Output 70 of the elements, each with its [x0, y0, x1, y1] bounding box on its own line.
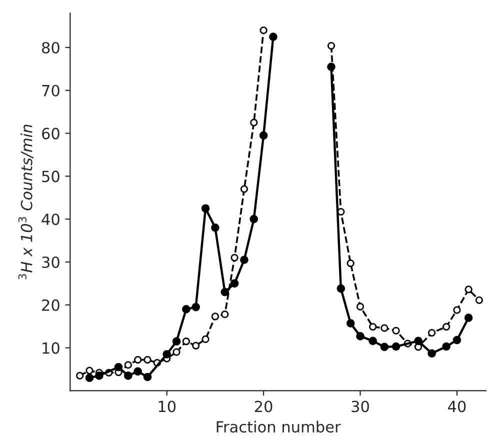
point	[124, 372, 132, 380]
point	[240, 256, 248, 264]
point	[230, 254, 238, 262]
point	[356, 302, 364, 310]
point	[182, 305, 190, 314]
point	[76, 372, 84, 380]
point	[86, 366, 94, 374]
point	[442, 342, 450, 351]
y-tick-label: 40	[42, 214, 60, 226]
point	[475, 296, 484, 304]
x-tick-label: 20	[254, 400, 272, 412]
point	[414, 336, 422, 346]
point	[134, 356, 142, 364]
point	[211, 312, 220, 320]
point	[453, 306, 461, 314]
y-tick-label: 20	[42, 299, 60, 311]
point	[143, 372, 152, 382]
y-tick-label: 30	[42, 256, 60, 268]
point	[380, 342, 389, 352]
y-tick-label: 70	[42, 84, 60, 96]
point	[392, 342, 400, 351]
point	[380, 324, 388, 332]
point	[172, 348, 180, 356]
point	[327, 42, 336, 50]
point	[428, 349, 436, 358]
point	[172, 337, 181, 346]
point	[327, 62, 336, 71]
point	[230, 279, 239, 288]
point	[260, 26, 268, 34]
point	[192, 342, 200, 350]
point	[442, 322, 450, 331]
point	[392, 326, 400, 334]
point	[240, 185, 248, 193]
point	[250, 118, 258, 126]
point	[211, 224, 220, 232]
point	[269, 32, 278, 41]
point	[162, 350, 172, 358]
point	[356, 332, 364, 340]
x-tick-label: 40	[448, 400, 466, 412]
point	[134, 367, 142, 376]
point	[368, 336, 377, 346]
point	[346, 259, 354, 268]
point	[202, 335, 210, 344]
point	[94, 372, 104, 380]
point	[201, 204, 210, 213]
point	[220, 288, 230, 296]
point	[250, 214, 258, 224]
point	[144, 356, 152, 364]
y-tick-label: 50	[42, 170, 60, 182]
x-tick-label: 30	[352, 400, 369, 412]
x-tick-label: 10	[158, 400, 176, 412]
x-axis-title: Fraction number	[216, 420, 341, 433]
y-tick-label: 60	[42, 128, 60, 140]
point	[452, 336, 462, 344]
point	[336, 284, 346, 293]
point	[182, 338, 190, 346]
y-axis-title: $^{3}$H x 10$^{3}$ Counts/min	[18, 124, 34, 280]
point	[114, 362, 123, 372]
point	[124, 361, 132, 369]
y-tick-label: 10	[42, 342, 60, 354]
point	[464, 314, 473, 322]
point	[369, 322, 377, 331]
point	[192, 302, 200, 312]
point	[85, 374, 94, 382]
point	[428, 328, 436, 337]
point	[221, 310, 229, 318]
point	[346, 319, 355, 328]
y-tick-label: 80	[42, 42, 60, 54]
point	[464, 286, 472, 294]
point	[259, 131, 268, 140]
